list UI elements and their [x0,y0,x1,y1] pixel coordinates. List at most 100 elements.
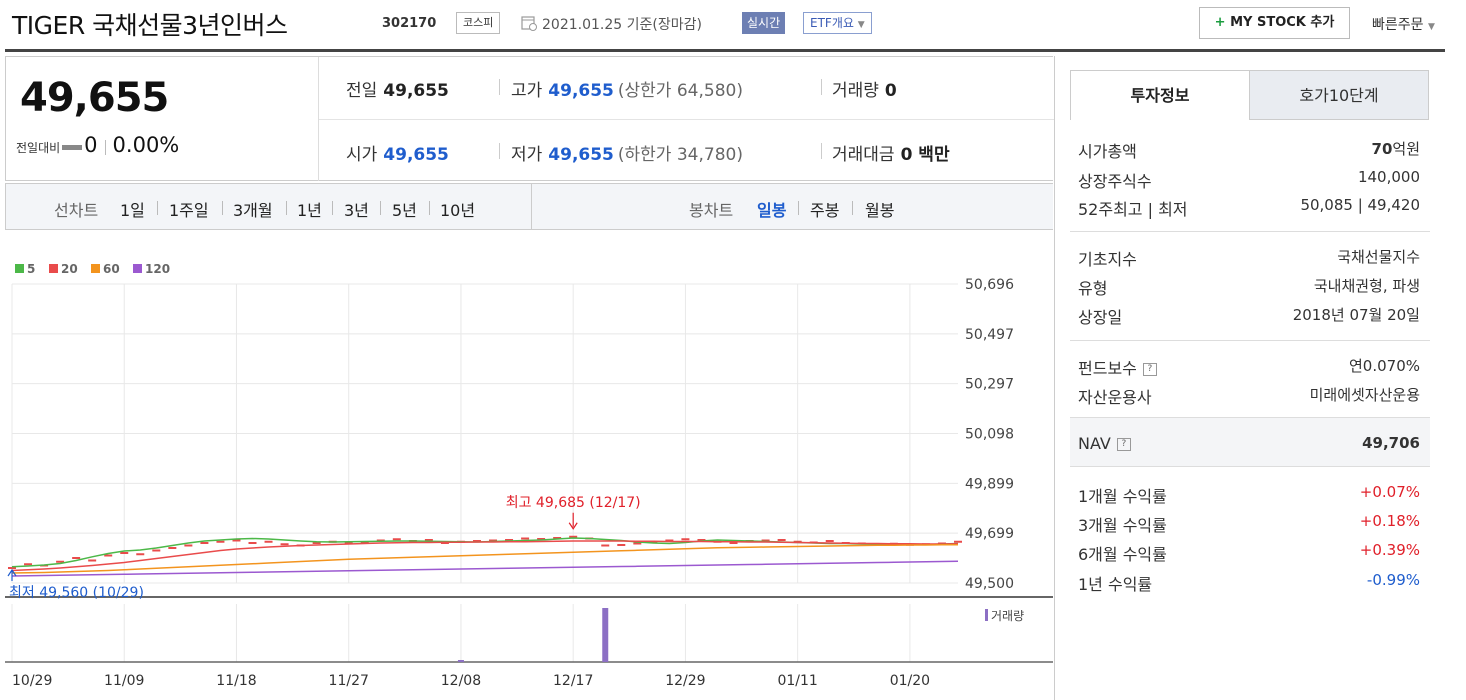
y-tick-label: 49,899 [965,476,1014,492]
tab-investment-info[interactable]: 투자정보 [1070,70,1250,120]
help-icon[interactable]: ? [1142,363,1157,376]
divider [1054,56,1055,700]
market-cap-label: 시가총액 [1078,142,1137,161]
chart-tab-bar: 선차트 1일 1주일 3개월 1년 3년 5년 10년 봉차트 일봉 주봉 월봉 [5,183,1053,230]
price-change-row: 전일대비 0 0.00% [16,133,179,157]
tab-period-5y[interactable]: 5년 [392,201,417,220]
tab-period-10y[interactable]: 10년 [440,201,476,220]
etf-overview-dropdown[interactable]: ETF개요 ▼ [803,12,872,34]
low-arrow-head [7,568,17,577]
y-tick-label: 50,098 [965,427,1014,443]
stock-code: 302170 [382,16,437,31]
quick-order-label: 빠른주문 [1372,17,1424,33]
tab-candle-daily[interactable]: 일봉 [757,201,787,220]
chevron-down-icon: ▼ [1427,22,1435,32]
y-tick-label: 49,699 [965,526,1014,542]
legend-swatch [133,264,142,273]
volume: 거래량 0 [832,76,897,101]
price-chart[interactable]: 50,696 50,497 50,297 50,098 49,899 49,699 49,5… [5,232,1053,700]
divider [319,119,1054,120]
ma-line-20 [11,540,959,572]
tab-period-1w[interactable]: 1주일 [169,201,209,220]
volume-value: 0 [884,81,897,101]
legend-swatch [15,264,24,273]
prev-close: 전일 49,655 [346,76,449,101]
divider [1070,340,1430,341]
divider [852,201,853,215]
volume-legend-swatch [985,609,988,621]
help-icon[interactable]: ? [1116,438,1131,451]
nav-label: NAV [1078,434,1111,453]
market-badge: 코스피 [456,12,501,34]
asset-manager-label: 자산운용사 [1078,388,1152,407]
open-price: 시가 49,655 [346,140,449,165]
y-tick-label: 50,297 [965,377,1014,393]
plus-icon: + [1214,15,1226,30]
nav-label-wrap: NAV? [1078,434,1131,453]
tab-order-book[interactable]: 호가10단계 [1249,70,1429,120]
high-annotation: 최고 49,685 (12/17) [506,495,641,511]
fund-fee-label: 펀드보수 [1078,359,1137,378]
realtime-badge[interactable]: 실시간 [742,12,786,34]
return-6m-value: +0.39% [1359,541,1420,559]
return-3m-value: +0.18% [1359,512,1420,530]
return-1m-label: 1개월 수익률 [1078,487,1167,506]
tab-period-1d[interactable]: 1일 [120,201,145,220]
legend-swatch [91,264,100,273]
divider [222,201,223,215]
tab-candle-monthly[interactable]: 월봉 [865,201,895,220]
divider [499,79,500,95]
fund-type-label: 유형 [1078,279,1108,298]
market-cap-number: 70 [1371,140,1393,158]
stock-header: TIGER 국채선물3년인버스 302170 코스피 2021.01.25 기준… [0,0,1466,52]
trade-amount-label: 거래대금 [832,145,895,165]
quick-order-menu[interactable]: 빠른주문 ▼ [1372,14,1435,34]
return-1m-value: +0.07% [1359,483,1420,501]
line-chart-label: 선차트 [54,201,99,220]
open-label: 시가 [346,145,378,165]
high-label: 고가 [511,81,543,101]
tab-period-1y[interactable]: 1년 [297,201,322,220]
legend-swatch [49,264,58,273]
candle-chart-label: 봉차트 [689,201,734,220]
high-value: 49,655 [548,81,614,101]
week52-value: 50,085 | 49,420 [1300,196,1420,214]
asset-manager-value: 미래에셋자산운용 [1309,386,1420,404]
fund-type-value: 국내채권형, 파생 [1313,277,1420,295]
divider [380,201,381,215]
y-tick-label: 49,500 [965,576,1014,592]
add-my-stock-button[interactable]: + MY STOCK 추가 [1199,7,1350,39]
divider [332,201,333,215]
low-label: 저가 [511,145,543,165]
ma-line-120 [11,560,959,577]
base-index-value: 국채선물지수 [1337,248,1420,266]
listed-shares-value: 140,000 [1357,168,1420,186]
tab-period-3m[interactable]: 3개월 [233,201,273,220]
tab-candle-weekly[interactable]: 주봉 [810,201,840,220]
volume-bar [602,608,609,662]
volume-label: 거래량 [832,81,879,101]
legend-label: 5 [27,262,35,276]
quote-date: 2021.01.25 기준(장마감) [542,17,702,33]
flat-change-icon [62,145,83,150]
market-cap-unit: 억원 [1392,140,1420,158]
tab-period-3y[interactable]: 3년 [344,201,369,220]
divider [821,143,822,159]
divider [157,201,158,215]
lower-limit: (하한가 34,780) [617,145,743,165]
add-my-stock-label: MY STOCK 추가 [1230,15,1335,30]
return-1y-value: -0.99% [1366,571,1420,589]
price-chart-svg: 50,696 50,497 50,297 50,098 49,899 49,699 49,5… [5,262,1053,689]
return-6m-label: 6개월 수익률 [1078,545,1167,564]
divider [318,57,319,181]
divider [821,79,822,95]
prev-close-value: 49,655 [383,81,449,101]
divider [1070,231,1430,232]
divider [104,140,106,155]
stock-title: TIGER 국채선물3년인버스 [12,11,288,40]
divider [1070,466,1430,467]
divider [1070,417,1430,418]
x-tick-label: 01/11 [777,673,817,689]
nav-number: 49,706 [1362,434,1420,452]
trade-amount-value: 0 백만 [900,145,950,165]
